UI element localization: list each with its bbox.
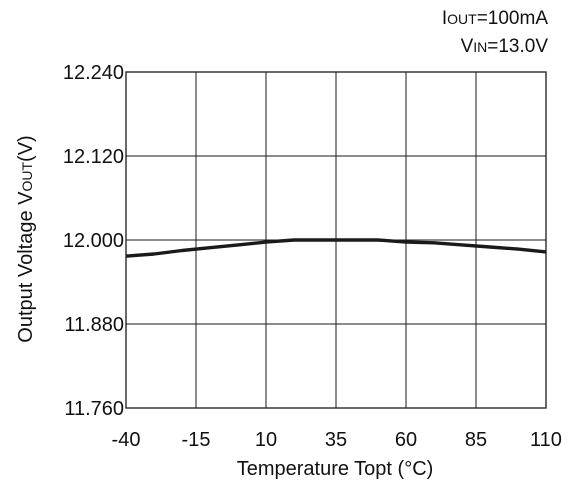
y-tick-label: 12.000 bbox=[63, 230, 124, 252]
condition-iout: IOUT=100mA bbox=[442, 8, 548, 29]
x-tick-label: 10 bbox=[255, 429, 277, 451]
x-tick-label: 110 bbox=[530, 429, 562, 451]
x-axis-ticks: -40 -15 10 35 60 85 110 bbox=[112, 429, 562, 451]
condition-vin: VIN=13.0V bbox=[461, 36, 549, 57]
x-axis-label: Temperature Topt (°C) bbox=[237, 458, 434, 480]
x-tick-label: 85 bbox=[465, 429, 487, 451]
y-tick-label: 12.240 bbox=[63, 62, 124, 84]
y-tick-label: 11.760 bbox=[64, 398, 124, 420]
y-axis-label: Output Voltage VOUT(V) bbox=[15, 135, 37, 342]
y-axis-ticks: 12.240 12.120 12.000 11.880 11.760 bbox=[63, 62, 124, 420]
series-group bbox=[125, 238, 547, 258]
x-tick-label: 60 bbox=[395, 429, 417, 451]
plot-area bbox=[125, 71, 547, 409]
series-line-0 bbox=[125, 238, 547, 258]
x-tick-label: -15 bbox=[182, 429, 211, 451]
x-tick-label: 35 bbox=[325, 429, 347, 451]
y-tick-label: 11.880 bbox=[64, 314, 124, 336]
x-tick-label: -40 bbox=[112, 429, 141, 451]
y-tick-label: 12.120 bbox=[63, 146, 124, 168]
